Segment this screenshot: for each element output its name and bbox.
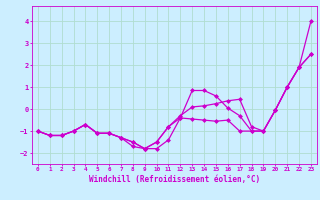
- X-axis label: Windchill (Refroidissement éolien,°C): Windchill (Refroidissement éolien,°C): [89, 175, 260, 184]
